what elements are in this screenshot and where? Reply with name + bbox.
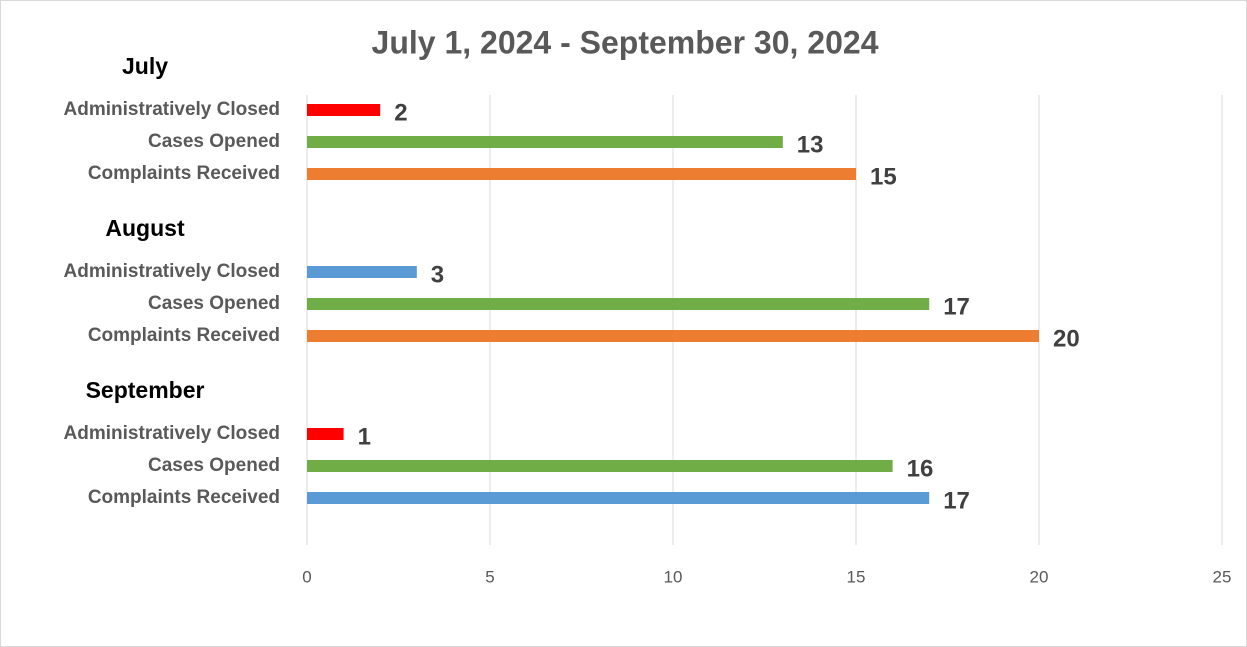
value-label: 17 <box>943 293 970 320</box>
value-label: 16 <box>907 455 934 482</box>
group-label: September <box>86 377 205 403</box>
category-label: Administratively Closed <box>64 99 280 120</box>
category-label: Administratively Closed <box>64 423 280 444</box>
x-tick-label: 15 <box>847 567 866 586</box>
category-label: Cases Opened <box>148 131 280 152</box>
value-label: 15 <box>870 163 897 190</box>
bar <box>307 428 344 440</box>
bar <box>307 460 893 472</box>
bar <box>307 104 381 116</box>
category-label: Complaints Received <box>88 325 280 346</box>
chart-title: July 1, 2024 - September 30, 2024 <box>372 24 879 60</box>
group-label: August <box>105 215 185 241</box>
bar <box>307 298 930 310</box>
category-label: Administratively Closed <box>64 261 280 282</box>
group-label: July <box>122 53 168 79</box>
value-label: 17 <box>943 487 970 514</box>
bar <box>307 492 930 504</box>
value-label: 13 <box>797 131 824 158</box>
value-label: 2 <box>394 99 407 126</box>
x-tick-label: 5 <box>485 567 494 586</box>
category-label: Complaints Received <box>88 163 280 184</box>
category-label: Cases Opened <box>148 293 280 314</box>
value-label: 20 <box>1053 325 1080 352</box>
bar <box>307 136 783 148</box>
bar <box>307 168 856 180</box>
bar <box>307 330 1039 342</box>
x-tick-label: 20 <box>1030 567 1049 586</box>
value-label: 3 <box>431 261 444 288</box>
x-tick-label: 0 <box>302 567 311 586</box>
bar <box>307 266 417 278</box>
x-tick-label: 25 <box>1213 567 1232 586</box>
category-label: Cases Opened <box>148 455 280 476</box>
category-label: Complaints Received <box>88 487 280 508</box>
x-tick-label: 10 <box>664 567 683 586</box>
value-label: 1 <box>358 423 371 450</box>
